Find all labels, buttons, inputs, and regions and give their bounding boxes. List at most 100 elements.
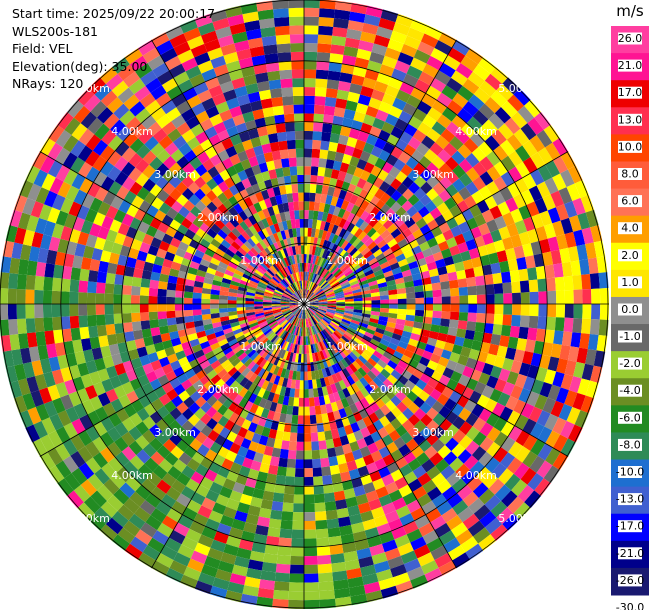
radar-bin [388,429,401,442]
radar-bin [113,209,127,223]
radar-bin [225,350,236,360]
radar-bin [142,362,154,375]
radar-bin [573,289,583,304]
radar-bin [307,335,311,345]
radar-bin [284,276,292,285]
radar-bin [321,249,328,259]
radar-bin [262,360,271,371]
radar-bin [304,104,315,114]
radar-bin [296,318,301,327]
radar-bin [287,201,295,212]
radar-bin [22,197,36,216]
radar-bin [406,499,422,514]
radar-bin [395,424,408,437]
radar-bin [211,196,223,209]
radar-bin [399,463,413,477]
radar-bin [392,350,404,360]
radar-bin [188,374,200,386]
radar-bin [395,580,414,595]
radar-bin [368,217,379,228]
radar-bin [484,457,501,473]
radar-bin [261,349,270,359]
radar-bin [471,339,482,352]
radar-bin [466,276,477,287]
radar-bin [151,334,163,345]
radar-bin [370,338,380,347]
radar-bin [426,55,444,71]
radar-bin [418,390,430,402]
radar-bin [259,358,268,369]
radar-bin [69,315,80,329]
radar-bin [319,220,327,231]
radar-bin [351,349,361,358]
radar-bin [149,319,160,329]
radar-bin [317,332,323,342]
radar-bin [486,180,500,196]
radar-bin [255,356,265,366]
radar-bin [278,282,287,290]
radar-bin [390,228,402,239]
radar-bin [504,117,521,135]
radar-bin [121,431,136,447]
radar-bin [260,499,273,510]
radar-bin [83,496,101,514]
radar-bin [271,345,280,355]
radar-bin [327,223,335,233]
radar-bin [426,537,444,553]
radar-bin [89,197,103,213]
radar-bin [372,248,383,258]
radar-bin [364,404,375,416]
radar-bin [248,282,258,289]
radar-bin [407,27,425,42]
radar-bin [488,478,505,495]
radar-bin [318,202,326,213]
colorbar-swatch [611,188,649,217]
range-ring-label: 3.00km [154,168,196,181]
range-ring-label: 2.00km [197,383,239,396]
radar-bin [374,210,385,222]
radar-bin [430,47,448,63]
radar-bin [579,259,590,275]
radar-bin [402,188,414,201]
radar-bin [543,465,560,484]
radar-bin [493,416,508,432]
radar-bin [276,554,291,565]
radar-bin [49,413,64,431]
radar-bin [318,581,335,592]
colorbar-swatch [611,215,649,244]
radar-bin [79,268,90,282]
radar-bin [333,268,342,277]
radar-bin [432,182,446,196]
radar-bin [376,568,393,582]
radar-bin [552,452,569,471]
radar-bin [325,313,334,319]
radar-bin [189,205,202,218]
radar-bin [290,306,299,311]
radar-bin [101,378,114,393]
radar-bin [408,239,420,250]
radar-bin [18,333,29,349]
radar-bin [216,265,227,274]
radar-bin [190,43,208,58]
colorbar-tick-label: 17.0 [618,86,643,99]
radar-bin [473,266,484,277]
radar-bin [379,404,391,416]
radar-bin [590,225,603,243]
radar-bin [297,415,304,425]
radar-bin [60,367,73,382]
radar-bin [217,229,228,240]
radar-bin [337,339,346,348]
radar-bin [317,34,333,45]
radar-bin [43,190,58,208]
radar-bin [459,304,469,313]
radar-bin [255,191,265,203]
radar-bin [218,295,229,300]
radar-bin [288,370,294,380]
radar-bin [199,359,211,370]
radar-bin [273,292,282,297]
radar-bin [205,406,218,419]
colorbar-tick-label: 13.0 [618,113,643,126]
radar-bin [343,108,356,120]
radar-bin [345,496,358,508]
radar-bin [300,227,304,237]
